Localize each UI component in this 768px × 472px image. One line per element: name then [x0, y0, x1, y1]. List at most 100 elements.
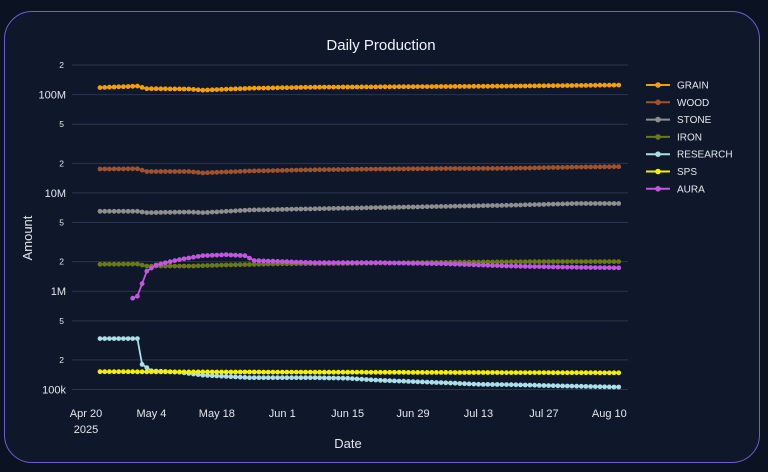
- data-point: [518, 165, 523, 171]
- data-point: [307, 375, 313, 381]
- data-point: [163, 86, 168, 92]
- data-point: [378, 377, 383, 383]
- data-point: [588, 164, 593, 170]
- data-point: [340, 260, 346, 266]
- data-point: [438, 380, 444, 385]
- data-point: [130, 261, 136, 267]
- data-point: [359, 84, 365, 90]
- data-point: [569, 259, 575, 264]
- data-point: [153, 169, 159, 174]
- data-point: [588, 370, 593, 376]
- data-point: [546, 383, 551, 388]
- data-point: [275, 369, 280, 375]
- data-point: [237, 253, 243, 258]
- data-point: [569, 383, 575, 389]
- data-point: [102, 166, 108, 172]
- data-point: [251, 85, 257, 91]
- data-point: [392, 378, 397, 384]
- series-line: [100, 337, 619, 388]
- data-point: [429, 84, 435, 89]
- data-point: [144, 86, 150, 92]
- data-point: [237, 208, 243, 213]
- data-point: [214, 373, 220, 379]
- data-point: [466, 166, 472, 171]
- data-point: [518, 370, 523, 375]
- data-point: [373, 84, 379, 90]
- data-point: [392, 260, 397, 266]
- data-point: [200, 210, 206, 216]
- data-point: [149, 265, 154, 271]
- data-point: [555, 383, 561, 389]
- data-point: [97, 85, 103, 90]
- data-point: [251, 375, 257, 381]
- data-point: [130, 83, 136, 89]
- data-point: [387, 166, 393, 172]
- data-point: [102, 261, 108, 267]
- data-point: [279, 168, 285, 173]
- data-point: [335, 205, 341, 211]
- legend-item-stone[interactable]: STONE: [646, 115, 712, 126]
- data-point: [191, 369, 196, 375]
- data-point: [144, 365, 150, 370]
- data-point: [602, 384, 607, 390]
- data-point: [401, 84, 407, 90]
- data-point: [438, 261, 444, 267]
- data-point: [471, 166, 477, 171]
- data-point: [303, 260, 308, 265]
- data-point: [466, 381, 472, 387]
- data-point: [368, 205, 374, 211]
- data-point: [480, 83, 486, 89]
- data-point: [247, 262, 252, 267]
- data-point: [163, 369, 168, 375]
- data-point: [494, 382, 500, 387]
- legend-item-grain[interactable]: GRAIN: [646, 81, 709, 92]
- data-point: [499, 382, 505, 387]
- data-point: [312, 84, 318, 90]
- data-point: [378, 260, 383, 266]
- data-point: [448, 84, 453, 89]
- data-point: [499, 259, 505, 265]
- series-stone: [97, 201, 622, 216]
- legend[interactable]: GRAIN WOOD STONE IRON RESEARCH SPS AURA: [646, 81, 733, 196]
- data-point: [265, 258, 271, 264]
- data-point: [560, 259, 565, 264]
- data-point: [471, 381, 477, 387]
- data-point: [522, 264, 528, 269]
- data-point: [508, 263, 514, 269]
- data-point: [261, 85, 266, 91]
- data-point: [261, 168, 266, 174]
- data-point: [387, 369, 393, 375]
- data-point: [504, 370, 509, 375]
- data-point: [233, 374, 238, 380]
- legend-item-research[interactable]: RESEARCH: [646, 150, 733, 161]
- legend-item-sps[interactable]: SPS: [646, 167, 697, 178]
- data-point: [200, 170, 206, 176]
- data-point: [209, 87, 215, 93]
- data-point: [284, 206, 290, 212]
- data-point: [97, 208, 103, 214]
- data-point: [289, 259, 294, 265]
- data-point: [368, 369, 374, 375]
- data-point: [293, 369, 299, 375]
- legend-item-iron[interactable]: IRON: [646, 132, 702, 143]
- data-point: [476, 203, 481, 209]
- data-point: [578, 164, 584, 170]
- data-point: [205, 263, 210, 268]
- data-point: [443, 370, 449, 375]
- data-point: [546, 264, 551, 270]
- legend-item-aura[interactable]: AURA: [646, 184, 705, 195]
- data-point: [321, 369, 327, 375]
- data-point: [289, 375, 294, 381]
- x-tick-labels: Apr 20 2025 May 4 May 18 Jun 1 Jun 15 Jun 29 Ju…: [70, 408, 627, 436]
- data-point: [284, 167, 290, 173]
- data-point: [429, 204, 435, 210]
- data-point: [177, 169, 182, 174]
- data-point: [284, 375, 290, 381]
- data-point: [317, 369, 322, 375]
- data-point: [195, 263, 201, 269]
- data-point: [368, 377, 374, 383]
- legend-item-wood[interactable]: WOOD: [646, 98, 709, 109]
- data-point: [345, 167, 351, 172]
- legend-label: STONE: [677, 115, 712, 126]
- data-point: [186, 209, 192, 215]
